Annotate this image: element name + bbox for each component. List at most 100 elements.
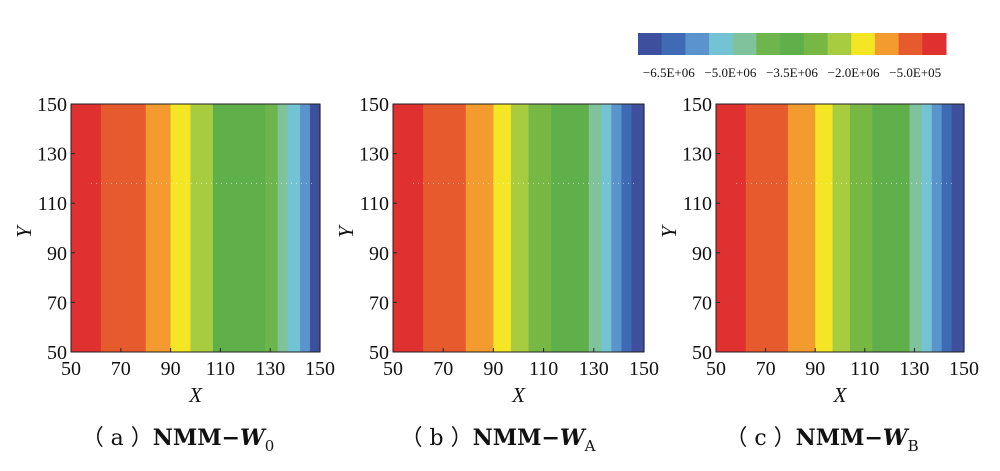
x-tick-label: 70: [111, 358, 131, 380]
y-tick-label: 110: [38, 193, 67, 215]
x-tick-label: 70: [433, 358, 453, 380]
plot-frame: [715, 103, 965, 353]
y-tick-label: 130: [359, 144, 389, 166]
contour-band: [745, 104, 789, 352]
x-tick-label: 90: [483, 358, 503, 380]
contour-band: [145, 104, 172, 352]
contour-band: [287, 104, 301, 352]
x-tick-label: 70: [756, 358, 776, 380]
contour-band: [393, 104, 424, 352]
y-tick-label: 70: [369, 292, 389, 314]
colorbar-tick-label: −2.0E+06: [828, 65, 880, 80]
x-axis-label: X: [188, 383, 203, 407]
colorbar-segment: [874, 33, 900, 55]
colorbar-segment: [898, 33, 923, 55]
x-tick-label: 150: [629, 358, 659, 380]
contour-band: [832, 104, 851, 352]
y-tick-label: 70: [47, 292, 67, 314]
y-tick-label: 150: [359, 94, 389, 116]
contour-band: [465, 104, 494, 352]
y-tick-label: 90: [692, 243, 712, 265]
y-tick-label: 110: [360, 193, 389, 215]
y-axis-label: Y: [334, 224, 358, 238]
plot-frame: [392, 103, 645, 353]
y-tick-label: 90: [369, 243, 389, 265]
contour-band: [300, 104, 311, 352]
contour-band: [71, 104, 102, 352]
x-tick-label: 150: [305, 358, 335, 380]
contour-band: [611, 104, 623, 352]
panel-caption: （ b ）NMM−WA: [401, 425, 596, 455]
contour-band: [921, 104, 933, 352]
contour-band: [493, 104, 512, 352]
panel-b: 50 70 90 110 130 150 50 70 90 110 130 150 X Y （ b ）NMM…: [334, 94, 659, 455]
contour-band: [100, 104, 147, 352]
contour-band: [212, 104, 266, 352]
contour-band: [588, 104, 602, 352]
x-tick-label: 50: [383, 358, 403, 380]
colorbar-segment: [803, 33, 829, 55]
x-tick-label: 90: [805, 358, 825, 380]
x-tick-label: 50: [61, 358, 81, 380]
contour-band: [265, 104, 279, 352]
x-tick-label: 50: [706, 358, 726, 380]
y-axis-label: Y: [657, 224, 681, 238]
contour-band: [601, 104, 612, 352]
colorbar-segment: [661, 33, 686, 55]
colorbar-tick-label: −5.0E+06: [704, 65, 756, 80]
panel-caption: （ c ）NMM−WB: [725, 425, 918, 455]
colorbar-segment: [638, 33, 663, 55]
colorbar-segment: [922, 33, 947, 55]
colorbar-segment: [780, 33, 805, 55]
y-tick-label: 150: [682, 94, 712, 116]
colorbar-segment: [756, 33, 781, 55]
contour-band: [631, 104, 645, 352]
x-axis-label: X: [511, 383, 526, 407]
contour-band: [423, 104, 467, 352]
x-tick-label: 90: [161, 358, 181, 380]
contour-band: [551, 104, 590, 352]
contour-band: [951, 104, 965, 352]
y-tick-label: 50: [47, 342, 67, 364]
contour-band: [872, 104, 911, 352]
y-tick-label: 130: [682, 144, 712, 166]
contour-band: [510, 104, 530, 352]
x-tick-label: 110: [529, 358, 558, 380]
y-tick-label: 130: [37, 144, 67, 166]
y-axis-label: Y: [12, 224, 36, 238]
contour-band: [190, 104, 214, 352]
colorbar-segment: [732, 33, 757, 55]
contour-band: [815, 104, 834, 352]
plot-frame: [70, 103, 321, 353]
x-tick-label: 110: [206, 358, 235, 380]
contour-band: [621, 104, 633, 352]
panel-caption: （ a ）NMM−W0: [82, 425, 275, 455]
y-tick-label: 90: [47, 243, 67, 265]
contour-band: [787, 104, 816, 352]
panel-c: 50 70 90 110 130 150 50 70 90 110 130 150 X Y （ c ）NMM…: [657, 94, 979, 455]
contour-band: [909, 104, 923, 352]
x-tick-label: 130: [255, 358, 285, 380]
y-tick-label: 110: [683, 193, 712, 215]
colorbar: −6.5E+06 −5.0E+06 −3.5E+06 −2.0E+06 −5.0E+05: [638, 33, 947, 80]
panel-a: 50 70 90 110 130 150 50 70 90 110 130 150 X Y （ a ）NMM…: [12, 94, 335, 455]
x-tick-label: 130: [579, 358, 609, 380]
contour-band: [277, 104, 289, 352]
contour-band: [941, 104, 953, 352]
x-tick-label: 110: [850, 358, 879, 380]
y-tick-label: 50: [692, 342, 712, 364]
colorbar-tick-label: −5.0E+05: [889, 65, 941, 80]
contour-band: [716, 104, 747, 352]
x-axis-label: X: [833, 383, 848, 407]
x-tick-label: 130: [899, 358, 929, 380]
contour-band: [310, 104, 321, 352]
y-tick-label: 70: [692, 292, 712, 314]
colorbar-tick-label: −6.5E+06: [643, 65, 695, 80]
x-tick-label: 150: [949, 358, 979, 380]
contour-band: [170, 104, 192, 352]
colorbar-segment: [851, 33, 876, 55]
colorbar-tick-label: −3.5E+06: [766, 65, 818, 80]
y-tick-label: 150: [37, 94, 67, 116]
y-tick-label: 50: [369, 342, 389, 364]
